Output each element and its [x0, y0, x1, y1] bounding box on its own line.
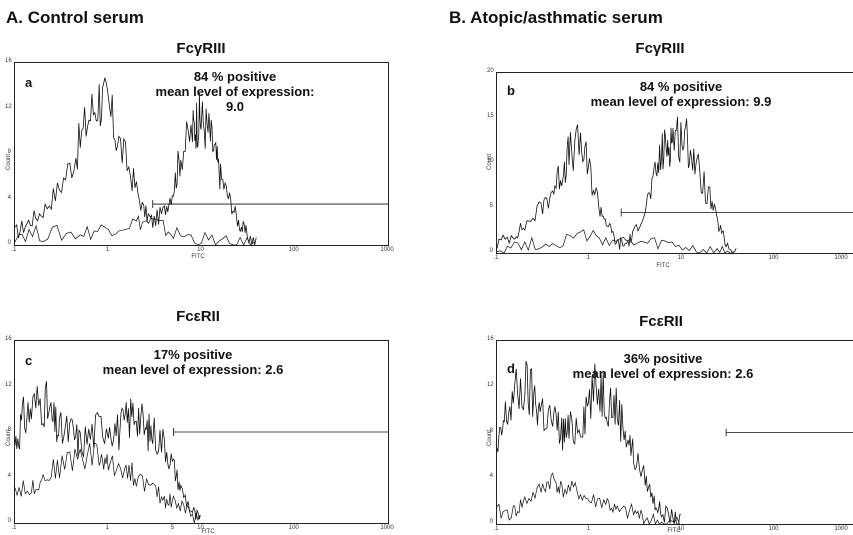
panel-d-title: FcεRII	[639, 313, 683, 330]
x-tick-label: 1000	[834, 255, 848, 261]
x-tick-label: 100	[768, 526, 779, 532]
y-tick-label: 8	[7, 427, 11, 433]
panel-d-xlabel: FITC	[667, 528, 681, 534]
histogram-series-a-1	[14, 77, 257, 246]
x-tick-label: .1	[11, 525, 17, 531]
panel-c-positive-text: 17% positive	[153, 347, 233, 362]
panel-d-stats: 36% positive mean level of expression: 2…	[553, 351, 773, 381]
panel-c-xlabel: FITC	[201, 529, 215, 535]
x-tick-label: .1	[493, 526, 499, 532]
x-tick-label: 10	[197, 247, 204, 253]
histogram-series-c-1	[14, 381, 201, 520]
y-tick-label: 20	[487, 68, 494, 74]
x-tick-label: 1000	[380, 247, 394, 253]
y-tick-label: 4	[7, 194, 11, 201]
panel-a-positive-text: 84 % positive	[193, 69, 277, 84]
panel-b-positive-text: 84 % positive	[639, 79, 723, 94]
y-tick-label: 5	[489, 203, 493, 209]
histogram-series-b-2	[496, 229, 736, 254]
panel-d-letter: d	[507, 361, 515, 376]
y-tick-label: 0	[7, 240, 11, 246]
y-tick-label: 0	[489, 519, 493, 525]
y-tick-label: 16	[487, 336, 494, 342]
x-tick-label: 10	[677, 255, 685, 261]
y-tick-label: 0	[489, 248, 493, 254]
panel-b-xlabel: FITC	[656, 263, 670, 269]
x-tick-label: .1	[493, 255, 499, 261]
x-tick-label: 1000	[380, 525, 394, 531]
histogram-panel-b: b 84 % positive mean level of expression…	[496, 72, 853, 254]
y-tick-label: 16	[5, 58, 12, 64]
x-tick-label: 10	[197, 525, 204, 531]
x-tick-label: 1	[105, 247, 109, 253]
y-tick-label: 15	[487, 113, 494, 119]
x-tick-label: 1	[586, 255, 591, 261]
y-tick-label: 4	[7, 472, 11, 479]
histogram-plot-a	[14, 77, 388, 246]
y-tick-label: 0	[7, 518, 11, 524]
x-tick-label: 5	[170, 525, 175, 531]
x-tick-label: 1	[586, 526, 591, 532]
histogram-series-d-2	[496, 472, 680, 526]
histogram-panel-d: d 36% positive mean level of expression:…	[496, 340, 853, 526]
y-tick-label: 8	[489, 427, 493, 434]
histogram-panel-c: c 17% positive mean level of expression:…	[14, 340, 389, 524]
section-a-title: A. Control serum	[6, 8, 144, 27]
x-tick-label: 100	[288, 247, 299, 253]
y-tick-label: 12	[5, 381, 12, 388]
histogram-plot-c	[14, 381, 388, 524]
histogram-series-c-2	[14, 442, 201, 524]
y-tick-label: 4	[489, 473, 493, 480]
panel-a-title: FcγRIII	[176, 40, 226, 57]
x-tick-label: 100	[288, 525, 299, 531]
y-tick-label: 12	[487, 381, 494, 388]
panel-a-ylabel: Count	[6, 153, 12, 170]
x-tick-label: .1	[11, 247, 17, 253]
histogram-series-b-1	[496, 116, 737, 253]
panel-d-mean-text: mean level of expression: 2.6	[572, 366, 754, 381]
x-tick-label: 1000	[834, 526, 848, 532]
panel-c-stats: 17% positive mean level of expression: 2…	[93, 347, 293, 377]
panel-a-letter: a	[25, 75, 33, 90]
panel-b-mean-text: mean level of expression: 9.9	[590, 94, 772, 109]
y-tick-label: 16	[5, 336, 12, 342]
panel-d-positive-text: 36% positive	[623, 351, 703, 366]
panel-b-title: FcγRIII	[635, 40, 685, 57]
panel-b-letter: b	[507, 83, 515, 98]
y-tick-label: 12	[5, 103, 12, 110]
panel-c-title: FcεRII	[176, 308, 220, 325]
section-b-title: B. Atopic/asthmatic serum	[449, 8, 663, 27]
panel-c-letter: c	[25, 353, 33, 368]
histogram-panel-a: a 84 % positive mean level of expression…	[14, 62, 389, 246]
y-tick-label: 10	[487, 158, 494, 164]
x-tick-label: 100	[768, 255, 779, 261]
panel-c-mean-text: mean level of expression: 2.6	[102, 362, 284, 377]
panel-b-stats: 84 % positive mean level of expression: …	[581, 79, 781, 109]
histogram-series-d-1	[496, 360, 682, 525]
histogram-plot-d	[496, 360, 853, 526]
x-tick-label: 1	[105, 525, 109, 531]
panel-a-stats: 84 % positive mean level of expression: …	[145, 69, 325, 114]
panel-a-xlabel: FITC	[191, 254, 205, 260]
histogram-series-a-2	[14, 214, 255, 246]
histogram-plot-b	[496, 116, 853, 254]
panel-a-mean-text: mean level of expression: 9.0	[155, 84, 315, 114]
y-tick-label: 8	[7, 149, 11, 155]
x-tick-label: 10	[677, 526, 685, 532]
